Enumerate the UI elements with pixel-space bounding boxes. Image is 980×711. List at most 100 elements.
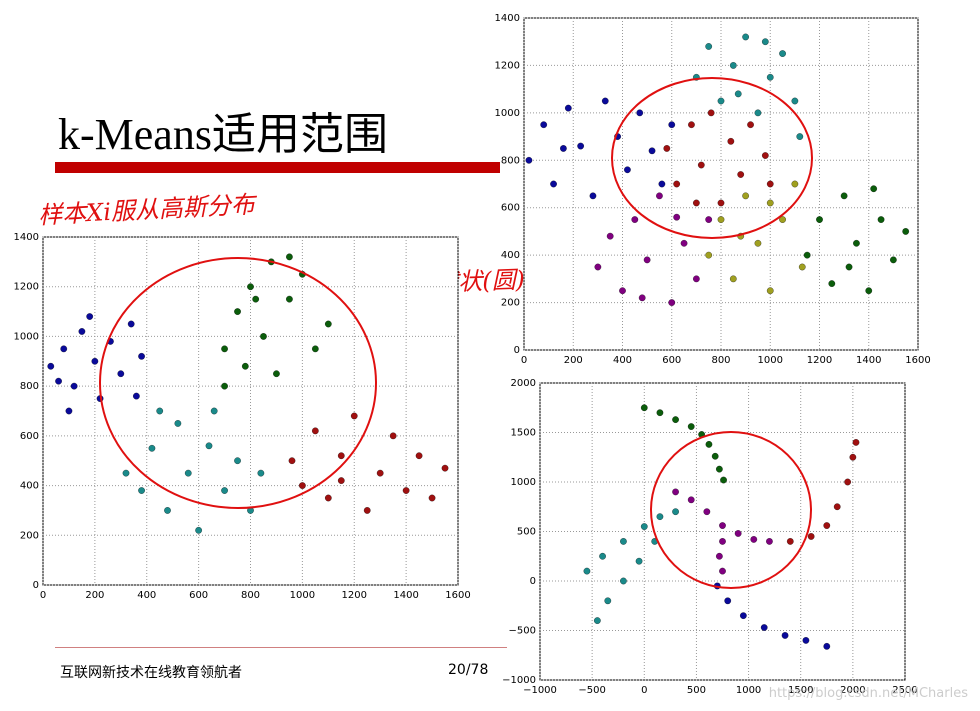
y-tick-label: 400 [501,250,520,261]
point [91,357,99,365]
point [210,407,218,415]
point [624,166,631,174]
point [711,452,719,460]
point [138,352,145,360]
point [550,180,557,188]
point [643,256,651,264]
point [828,280,836,287]
point [852,439,860,446]
point [840,192,848,200]
point [823,642,831,650]
y-tick-label: 200 [20,530,39,541]
point [184,469,192,477]
x-tick-label: 2000 [840,685,865,696]
point [540,121,548,129]
point [117,370,125,378]
hand-circle [99,257,377,509]
point [221,487,228,494]
point [47,362,55,370]
point [60,345,68,353]
point [717,216,725,223]
x-tick-label: 1200 [342,590,367,601]
x-tick-label: 400 [137,590,156,601]
x-tick-label: 600 [189,590,208,601]
hand-circle [611,77,813,239]
point [823,522,831,529]
point [747,121,754,129]
y-tick-label: 1000 [495,108,520,119]
point [311,345,319,353]
y-tick-label: 1400 [14,232,39,243]
point [717,199,725,207]
point [78,328,86,335]
point [742,192,749,200]
y-tick-label: 500 [517,527,536,538]
y-tick-label: 2000 [511,378,536,389]
point [705,43,713,50]
point [877,216,885,223]
point [672,488,679,496]
point [719,567,726,575]
point [606,232,614,240]
point [687,496,695,504]
point [525,156,533,164]
point [754,109,762,117]
point [594,263,602,271]
point [257,469,265,477]
point [693,199,700,207]
point [560,145,567,152]
y-tick-label: 1200 [495,60,520,71]
y-tick-label: 1500 [511,428,536,439]
point [779,50,786,57]
hand-circle [650,431,812,589]
x-tick-label: 1600 [445,590,470,601]
y-tick-label: 0 [530,576,536,587]
point [798,263,806,271]
x-tick-label: 600 [662,355,681,366]
point [599,552,606,560]
point [870,185,878,193]
footer-rule [55,647,507,648]
point [663,145,671,152]
x-tick-label: 400 [613,355,632,366]
point [164,507,171,514]
point [441,464,449,472]
handwritten-note: 样本Xi服从高斯分布 [37,190,256,230]
point [636,109,644,117]
point [658,180,666,188]
point [337,477,345,484]
point [638,294,646,302]
point [286,295,293,303]
point [673,213,681,221]
point [620,538,627,545]
point [589,192,597,200]
y-tick-label: 0 [33,580,39,591]
point [564,104,572,112]
point [761,38,769,46]
point [720,476,727,484]
x-tick-label: 0 [641,685,647,696]
point [716,465,723,473]
x-tick-label: 1000 [290,590,315,601]
y-tick-label: 0 [514,345,520,356]
point [583,567,591,575]
point [672,416,679,423]
point [754,239,762,247]
point [299,482,306,489]
point [816,216,823,223]
point [734,530,742,537]
point [577,142,584,150]
x-tick-label: 1200 [807,355,832,366]
x-tick-label: 1000 [758,355,783,366]
point [796,133,804,140]
point [807,533,815,540]
point [65,407,73,415]
point [127,320,135,328]
y-tick-label: 200 [501,298,520,309]
point [766,199,774,207]
title-bar [55,162,500,173]
x-tick-label: 1400 [393,590,418,601]
point [350,412,358,420]
point [288,457,296,465]
point [133,392,140,400]
